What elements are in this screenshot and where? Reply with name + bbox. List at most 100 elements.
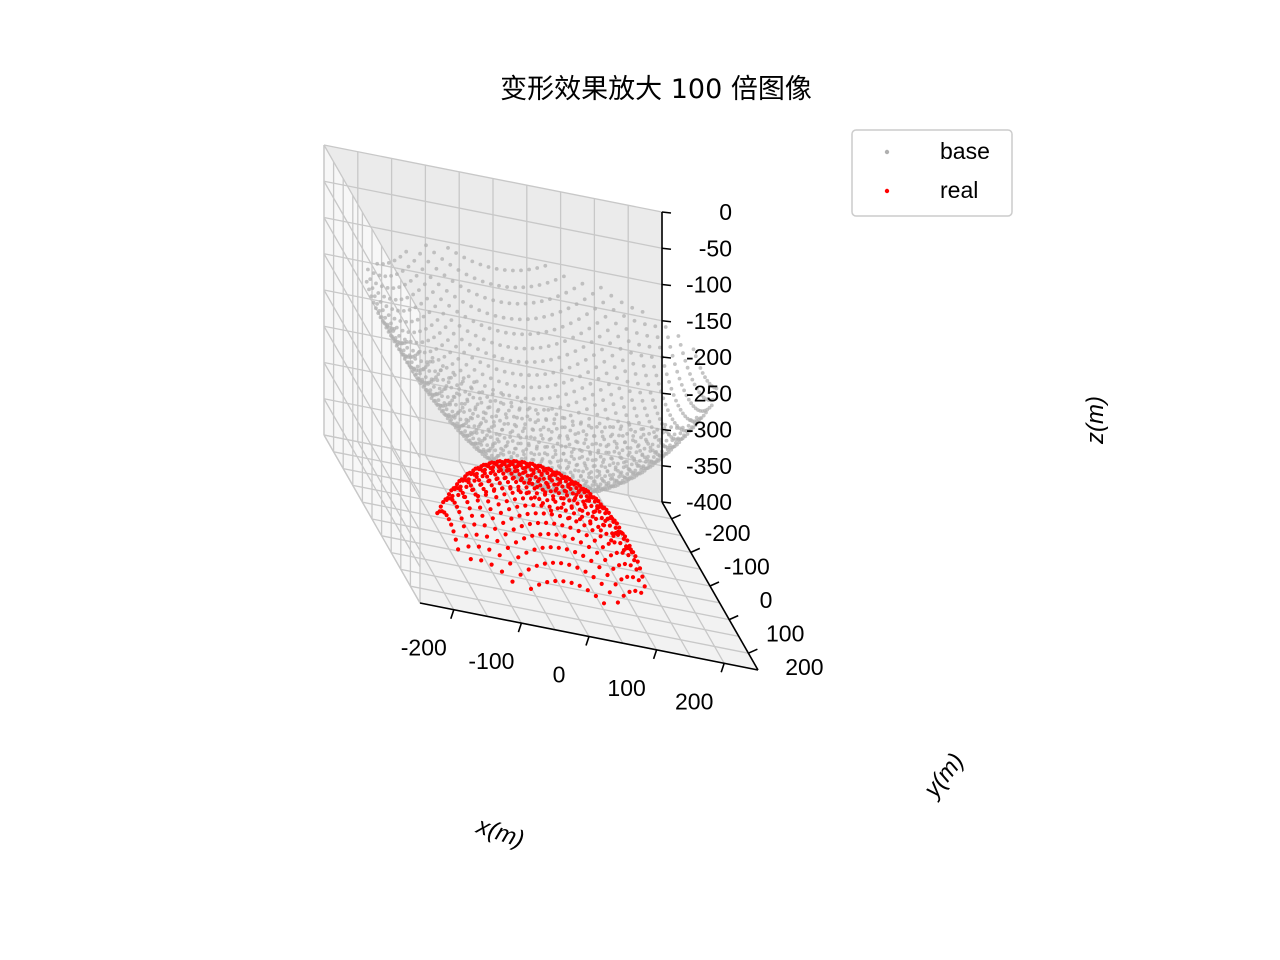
base-point xyxy=(478,449,482,454)
base-point xyxy=(467,392,472,397)
base-point xyxy=(688,372,692,376)
base-point xyxy=(393,336,398,340)
floor-gridline-y xyxy=(381,535,720,604)
base-point xyxy=(436,398,441,402)
base-point xyxy=(646,382,651,387)
base-point xyxy=(550,407,554,411)
base-point xyxy=(409,360,414,365)
z-tick-label: -200 xyxy=(686,344,732,370)
base-point xyxy=(605,328,610,333)
base-point xyxy=(379,284,384,289)
base-point xyxy=(626,420,631,425)
real-point xyxy=(536,479,541,484)
base-point xyxy=(600,347,604,352)
base-point xyxy=(466,374,471,379)
base-point xyxy=(515,395,520,400)
real-point xyxy=(517,472,522,477)
base-point xyxy=(480,452,485,456)
base-point xyxy=(515,453,520,458)
base-point xyxy=(593,457,598,462)
base-point xyxy=(667,432,671,437)
base-point xyxy=(446,380,451,385)
base-point xyxy=(666,408,670,413)
real-point xyxy=(569,479,574,484)
real-point xyxy=(546,484,551,489)
base-point xyxy=(420,340,425,345)
base-point xyxy=(603,407,608,412)
base-point xyxy=(522,452,526,457)
base-point xyxy=(461,379,465,384)
base-point xyxy=(622,314,626,318)
base-point xyxy=(656,381,661,386)
base-point xyxy=(585,407,589,412)
base-point xyxy=(455,309,460,314)
base-point xyxy=(418,251,422,256)
base-point xyxy=(382,294,386,299)
base-point xyxy=(385,322,390,327)
base-point xyxy=(416,350,421,355)
floor-gridline-y xyxy=(391,551,730,621)
real-point xyxy=(607,523,613,528)
real-point xyxy=(593,516,599,522)
real-point xyxy=(555,476,560,481)
base-point xyxy=(572,457,576,461)
y-tick-mark xyxy=(748,648,758,654)
base-point xyxy=(630,455,634,459)
base-point xyxy=(572,286,577,291)
z-tick-mark xyxy=(661,211,672,214)
base-point xyxy=(542,315,546,319)
base-point xyxy=(586,370,590,375)
base-point xyxy=(560,425,565,430)
base-point xyxy=(452,415,457,420)
real-point xyxy=(475,498,480,503)
base-point xyxy=(368,277,373,281)
base-point xyxy=(527,443,531,448)
base-point xyxy=(667,380,671,384)
real-point xyxy=(568,486,573,491)
base-point xyxy=(395,272,399,276)
base-point xyxy=(519,268,523,273)
base-point xyxy=(546,427,551,432)
base-point xyxy=(520,429,525,434)
base-point xyxy=(485,443,490,447)
base-point xyxy=(456,410,461,415)
base-point xyxy=(494,367,499,372)
real-point xyxy=(577,507,582,512)
base-point xyxy=(561,451,566,456)
real-point xyxy=(463,494,468,500)
real-point xyxy=(533,475,538,480)
base-point xyxy=(678,343,683,347)
base-point xyxy=(578,374,582,379)
base-point xyxy=(398,319,403,323)
base-point xyxy=(556,394,560,399)
base-point xyxy=(475,402,480,407)
base-point xyxy=(419,301,424,306)
real-point xyxy=(501,471,506,476)
real-point xyxy=(599,515,604,521)
real-point xyxy=(534,563,539,568)
back-gridline-z xyxy=(323,216,663,286)
base-point xyxy=(436,372,441,377)
base-point xyxy=(474,427,479,432)
base-point xyxy=(407,353,412,358)
real-point xyxy=(550,560,556,565)
z-tick-label: -350 xyxy=(686,453,732,479)
base-point xyxy=(457,324,462,328)
base-point xyxy=(491,388,495,392)
real-point xyxy=(526,490,531,495)
base-point xyxy=(616,419,620,424)
real-point xyxy=(625,538,630,543)
base-point xyxy=(603,465,608,470)
real-point xyxy=(548,508,554,513)
base-point xyxy=(683,414,688,419)
base-point xyxy=(563,444,568,449)
base-point xyxy=(683,358,688,363)
base-point xyxy=(448,262,453,267)
base-point xyxy=(598,454,603,459)
real-point xyxy=(624,544,629,549)
base-point xyxy=(571,423,575,427)
base-point xyxy=(400,269,405,273)
base-point xyxy=(466,424,471,429)
base-point xyxy=(552,417,557,422)
base-point xyxy=(673,362,677,366)
